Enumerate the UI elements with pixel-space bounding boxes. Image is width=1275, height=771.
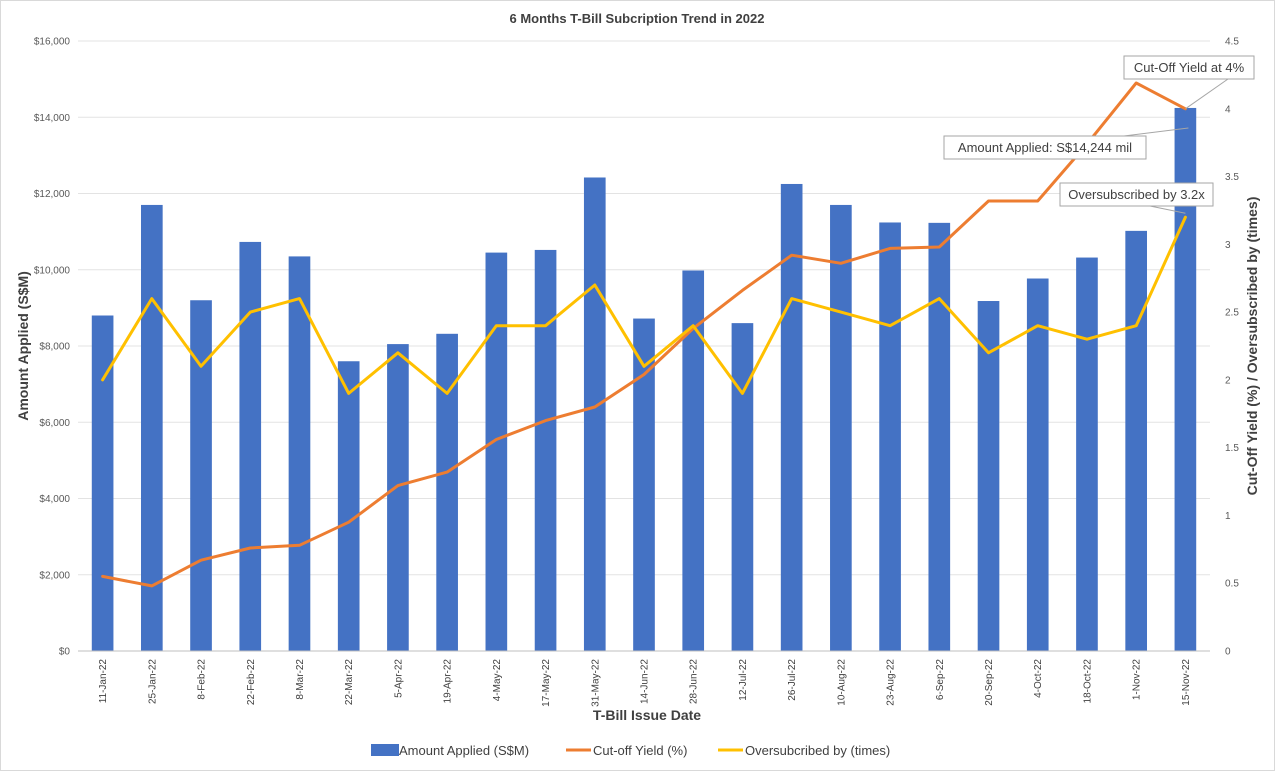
y2-tick-label: 4	[1225, 104, 1231, 115]
x-tick-label: 17-May-22	[541, 659, 552, 707]
callout-label: Cut-Off Yield at 4%	[1134, 60, 1245, 75]
line-series	[101, 81, 1187, 588]
y2-tick-label: 1.5	[1225, 443, 1239, 454]
bar	[436, 333, 458, 651]
y-tick-label: $4,000	[39, 494, 70, 505]
bar	[682, 270, 705, 651]
bar	[239, 241, 262, 651]
x-tick-label: 14-Jun-22	[640, 659, 651, 704]
bar	[583, 177, 606, 652]
y-tick-label: $10,000	[34, 265, 71, 276]
y2-tick-label: 2.5	[1225, 308, 1239, 319]
y-tick-label: $8,000	[39, 342, 70, 353]
x-tick-label: 25-Jan-22	[147, 659, 158, 704]
x-tick-label: 5-Apr-22	[393, 659, 404, 698]
x-tick-label: 22-Feb-22	[246, 659, 257, 706]
x-tick-label: 19-Apr-22	[443, 659, 454, 704]
y2-tick-label: 3.5	[1225, 172, 1239, 183]
y-tick-label: $16,000	[34, 37, 71, 48]
series-line	[101, 215, 1187, 395]
bar	[1026, 278, 1049, 651]
legend-label: Oversubcribed by (times)	[745, 743, 890, 758]
bar	[928, 222, 951, 651]
bar	[977, 301, 1000, 651]
bar	[91, 315, 114, 651]
bar-series	[91, 107, 1197, 652]
bar	[1125, 230, 1148, 652]
x-tick-label: 20-Sep-22	[984, 659, 995, 706]
callout-box	[1123, 55, 1255, 80]
y2-tick-label: 0.5	[1225, 579, 1239, 590]
x-tick-label: 8-Mar-22	[295, 659, 306, 700]
x-tick-label: 26-Jul-22	[787, 659, 798, 701]
y2-tick-label: 3	[1225, 240, 1231, 251]
y-axis-title: Amount Applied (S$M)	[15, 271, 31, 421]
x-tick-label: 28-Jun-22	[689, 659, 700, 704]
x-tick-label: 22-Mar-22	[344, 659, 355, 706]
x-tick-label: 6-Sep-22	[935, 659, 946, 701]
y2-tick-label: 0	[1225, 647, 1231, 658]
callout-leader	[1123, 127, 1189, 137]
chart-title: 6 Months T-Bill Subcription Trend in 202…	[510, 11, 765, 26]
y-tick-label: $2,000	[39, 570, 70, 581]
callouts: Cut-Off Yield at 4% Amount Applied: S$14,…	[943, 55, 1255, 214]
bar	[534, 249, 557, 652]
x-tick-label: 31-May-22	[590, 659, 601, 707]
y-tick-label: $14,000	[34, 113, 71, 124]
x-tick-label: 4-Oct-22	[1033, 659, 1044, 698]
series-line	[101, 81, 1187, 588]
bar	[1174, 107, 1197, 651]
callout-label: Amount Applied: S$14,244 mil	[958, 140, 1132, 155]
x-tick-label: 1-Nov-22	[1132, 659, 1143, 701]
bar	[633, 318, 655, 651]
y-tick-label: $6,000	[39, 418, 70, 429]
x-tick-label: 8-Feb-22	[197, 659, 208, 700]
x-tick-label: 12-Jul-22	[738, 659, 749, 701]
x-tick-label: 18-Oct-22	[1082, 659, 1093, 704]
x-axis-title: T-Bill Issue Date	[593, 707, 701, 723]
y-tick-label: $0	[59, 647, 71, 658]
bar	[1076, 257, 1098, 651]
callout-box	[943, 135, 1147, 160]
bar	[337, 361, 360, 651]
x-tick-label: 15-Nov-22	[1181, 659, 1192, 706]
callout-box	[1059, 182, 1214, 207]
bar	[485, 252, 508, 651]
bar	[190, 300, 212, 651]
x-tick-label: 11-Jan-22	[98, 659, 109, 704]
bar	[387, 344, 409, 651]
y-tick-label: $12,000	[34, 189, 71, 200]
bar	[140, 204, 163, 651]
callout-leader	[1149, 205, 1186, 214]
legend-swatch-bar	[371, 744, 399, 756]
y2-tick-label: 4.5	[1225, 37, 1239, 48]
legend-label: Cut-off Yield (%)	[593, 743, 687, 758]
legend-label: Amount Applied (S$M)	[399, 743, 529, 758]
x-tick-label: 4-May-22	[492, 659, 503, 702]
y2-tick-label: 2	[1225, 375, 1231, 386]
bar	[731, 323, 754, 651]
callout-leader	[1185, 78, 1229, 110]
legend: Amount Applied (S$M) Cut-off Yield (%) Ove…	[371, 743, 890, 758]
bar	[830, 204, 852, 651]
y2-axis-title: Cut-Off Yield (%) / Oversubscribed by (t…	[1244, 197, 1260, 496]
x-tick-label: 23-Aug-22	[886, 659, 897, 706]
y2-tick-label: 1	[1225, 511, 1231, 522]
callout-label: Oversubscribed by 3.2x	[1068, 187, 1205, 202]
bar	[879, 222, 901, 651]
bar	[288, 256, 311, 651]
x-tick-label: 10-Aug-22	[836, 659, 847, 706]
axes: $0 $2,000 $4,000 $6,000 $8,000 $10,000 $12,000…	[34, 37, 1239, 707]
